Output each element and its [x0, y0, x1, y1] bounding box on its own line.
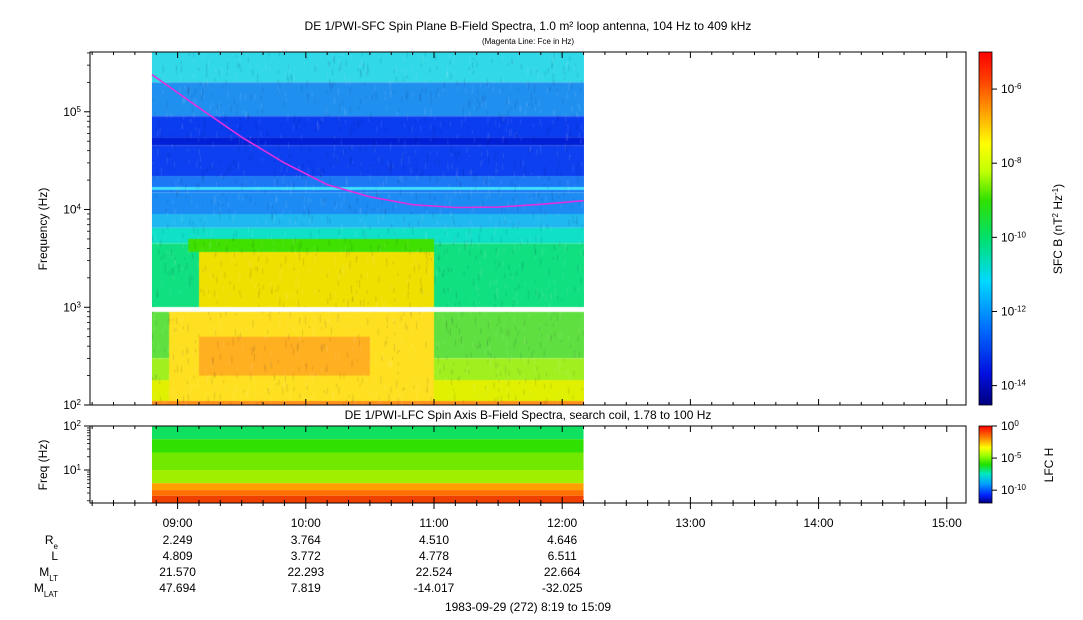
lfc-colorbar-tick-label: 10-5	[1001, 451, 1022, 466]
sfc-colorbar-tick-label: 10-12	[1001, 304, 1026, 319]
ephemeris-value: 6.511	[548, 549, 577, 563]
time-tick-label: 13:00	[675, 516, 705, 530]
ephemeris-value: 4.778	[419, 549, 449, 563]
ephemeris-value: 3.764	[291, 533, 321, 547]
sfc-y-axis: 102 103 104 105	[63, 52, 90, 413]
time-tick-label: 11:00	[419, 516, 448, 530]
sfc-y-tick-label: 105	[63, 104, 81, 119]
sfc-y-tick-label: 104	[63, 202, 81, 217]
ephemeris-value: 22.664	[544, 565, 581, 579]
ephemeris-value: 7.819	[291, 581, 321, 595]
time-tick-label: 09:00	[163, 516, 193, 530]
sfc-spectrogram	[151, 52, 584, 405]
time-tick-label: 12:00	[547, 516, 577, 530]
time-axis: 09:00 10:00 11:00 12:00 13:00 14:00 15:00	[91, 52, 962, 530]
ephemeris-table: Re 2.249 3.764 4.510 4.646 L 4.809 3.772 4.778 6.…	[34, 533, 583, 599]
sfc-colorbar-tick-label: 10-14	[1001, 378, 1026, 393]
ephemeris-value: 3.772	[291, 549, 321, 563]
lfc-band	[151, 495, 584, 503]
time-tick-label: 14:00	[804, 516, 834, 530]
time-range-footer: 1983-09-29 (272) 8:19 to 15:09	[445, 600, 611, 614]
fce-line	[151, 73, 584, 209]
sfc-y-tick-label: 103	[63, 300, 81, 315]
ephemeris-value: -14.017	[414, 581, 455, 595]
ephemeris-value: 4.510	[419, 533, 449, 547]
lfc-colorbar	[978, 425, 993, 504]
time-tick-label: 15:00	[932, 516, 962, 530]
sfc-y-axis-label: Frequency (Hz)	[36, 188, 50, 271]
sfc-colorbar-tick-label: 10-10	[1001, 230, 1026, 245]
ephemeris-row-label: MLT	[39, 565, 58, 583]
sfc-spectrogram-image	[151, 52, 584, 405]
time-tick-label: 10:00	[291, 516, 321, 530]
lfc-y-tick-label: 102	[63, 419, 81, 434]
ephemeris-row-label: L	[51, 549, 58, 563]
lfc-band	[151, 470, 584, 484]
lfc-y-tick-label: 101	[63, 463, 81, 478]
lfc-colorbar-label: LFC H	[1042, 448, 1056, 483]
lfc-band	[151, 490, 584, 496]
lfc-spectrogram	[151, 426, 584, 503]
ephemeris-value: 22.293	[287, 565, 324, 579]
lfc-band	[151, 483, 584, 491]
ephemeris-value: 4.809	[163, 549, 193, 563]
lfc-chart-title: DE 1/PWI-LFC Spin Axis B-Field Spectra, …	[345, 408, 712, 422]
sfc-colorbar-tick-label: 10-6	[1001, 82, 1022, 97]
lfc-colorbar-tick-label: 10-10	[1001, 483, 1026, 498]
ephemeris-value: 2.249	[163, 533, 193, 547]
sfc-chart-title: DE 1/PWI-SFC Spin Plane B-Field Spectra,…	[305, 19, 752, 33]
lfc-plot-frame	[89, 425, 967, 504]
lfc-y-axis: 101 102	[63, 419, 90, 502]
ephemeris-row-label: MLAT	[34, 581, 58, 599]
sfc-colorbar-label: SFC B (nT2 Hz-1)	[1051, 184, 1066, 274]
ephemeris-value: 22.524	[416, 565, 453, 579]
lfc-colorbar-tick-label: 100	[1001, 419, 1019, 434]
ephemeris-value: 4.646	[547, 533, 577, 547]
fce-line-path	[151, 73, 584, 209]
ephemeris-row-label: Re	[45, 533, 59, 551]
sfc-colorbar-tick-label: 10-8	[1001, 156, 1022, 171]
lfc-band	[151, 439, 584, 453]
sfc-chart-subtitle: (Magenta Line: Fce in Hz)	[482, 37, 574, 46]
ephemeris-value: -32.025	[542, 581, 583, 595]
lfc-colorbar-ticks: 100 10-5 10-10	[992, 419, 1026, 498]
lfc-band	[151, 452, 584, 471]
sfc-colorbar-ticks: 10-6 10-8 10-10 10-12 10-14	[992, 82, 1026, 393]
sfc-colorbar	[978, 51, 993, 406]
lfc-y-axis-label: Freq (Hz)	[36, 440, 50, 491]
ephemeris-value: 47.694	[159, 581, 196, 595]
lfc-band	[151, 426, 584, 440]
ephemeris-value: 21.570	[159, 565, 196, 579]
sfc-plot-frame	[89, 51, 967, 406]
sfc-y-tick-label: 102	[63, 398, 81, 413]
